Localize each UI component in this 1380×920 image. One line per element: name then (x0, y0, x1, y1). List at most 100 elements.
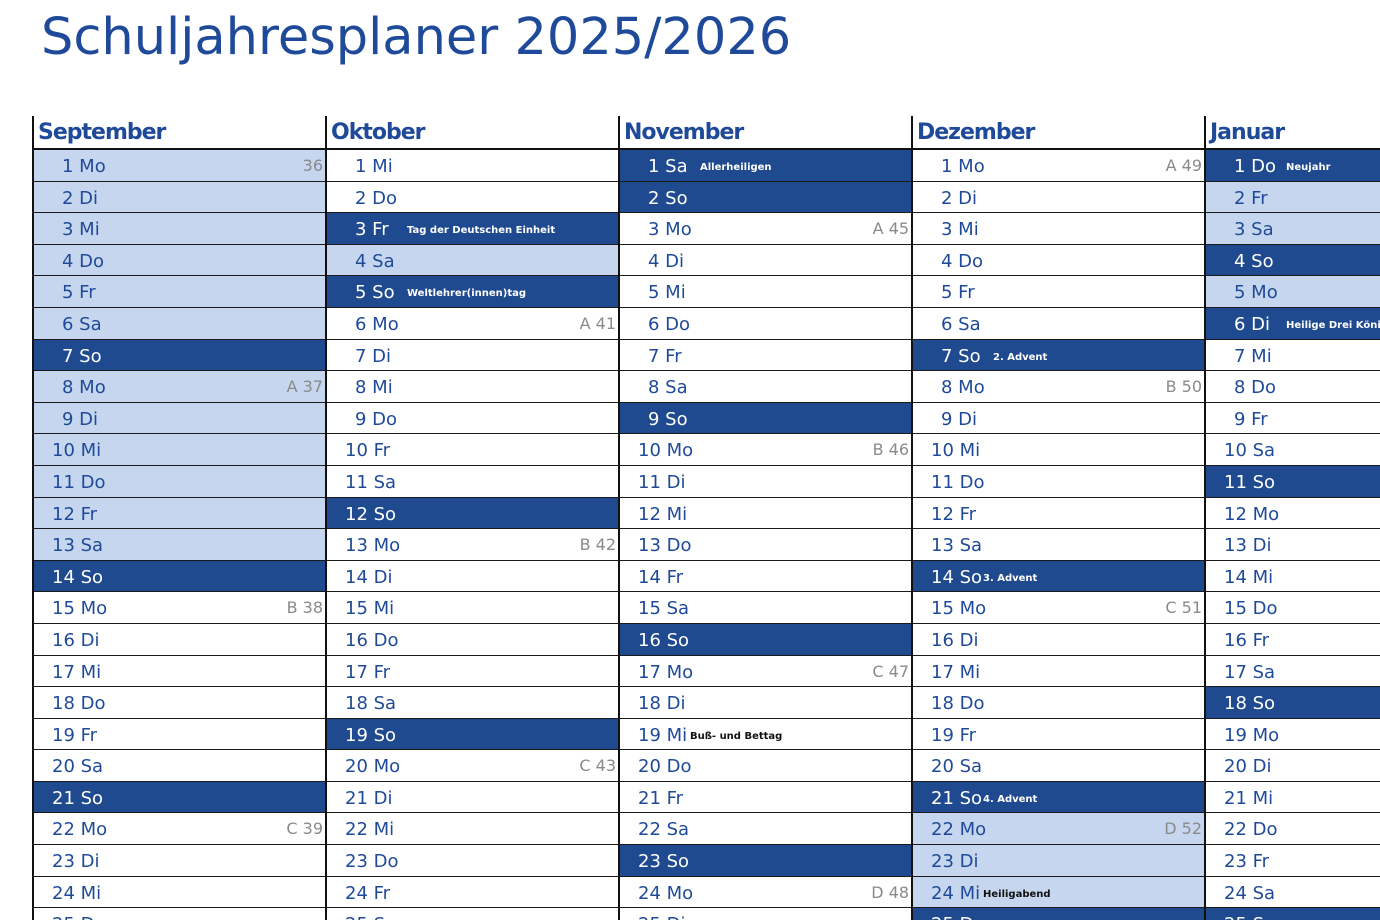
day-row[interactable]: 23 Fr (1206, 845, 1380, 877)
day-row[interactable]: 6 Sa (913, 308, 1204, 340)
day-row[interactable]: 5 So Weltlehrer(innen)tag (327, 276, 618, 308)
day-row[interactable]: 2 Do (327, 182, 618, 214)
day-row[interactable]: 16 So (620, 623, 911, 656)
day-row[interactable]: 14 Fr (620, 561, 911, 593)
day-row[interactable]: 20 Mo C 43 (327, 750, 618, 782)
day-row[interactable]: 20 Do (620, 750, 911, 782)
day-row[interactable]: 6 Sa (34, 307, 325, 340)
day-row[interactable]: 5 Fr (34, 276, 325, 308)
day-row[interactable]: 5 Mi (620, 276, 911, 308)
day-row[interactable]: 6 Di Heilige Drei Könige (1206, 307, 1380, 340)
day-row[interactable]: 22 Mi (327, 813, 618, 846)
day-row[interactable]: 17 Fr (327, 656, 618, 688)
day-row[interactable]: 3 Mi (34, 213, 325, 245)
day-row[interactable]: 9 Di (34, 402, 325, 435)
day-row[interactable]: 10 Mo B 46 (620, 434, 911, 466)
day-row[interactable]: 5 Mo (1206, 276, 1380, 308)
day-row[interactable]: 14 So 3. Advent (913, 560, 1204, 593)
day-row[interactable]: 25 So (1206, 908, 1380, 920)
day-row[interactable]: 21 So 4. Advent (913, 781, 1204, 814)
day-row[interactable]: 23 So (620, 845, 911, 877)
day-row[interactable]: 1 Mi (327, 150, 618, 182)
day-row[interactable]: 12 So (327, 497, 618, 530)
day-row[interactable]: 13 Sa (913, 529, 1204, 561)
day-row[interactable]: 17 Sa (1206, 656, 1380, 688)
day-row[interactable]: 13 Do (620, 529, 911, 561)
day-row[interactable]: 15 Sa (620, 592, 911, 624)
day-row[interactable]: 8 Mo B 50 (913, 371, 1204, 403)
day-row[interactable]: 3 Mi (913, 213, 1204, 245)
day-row[interactable]: 18 Do (34, 687, 325, 719)
day-row[interactable]: 23 Di (913, 845, 1204, 877)
day-row[interactable]: 4 Do (34, 244, 325, 277)
day-row[interactable]: 18 Di (620, 687, 911, 719)
day-row[interactable]: 16 Di (913, 624, 1204, 656)
day-row[interactable]: 1 Mo 36 (34, 150, 325, 182)
day-row[interactable]: 6 Do (620, 308, 911, 340)
day-row[interactable]: 21 Di (327, 782, 618, 814)
day-row[interactable]: 18 Do (913, 687, 1204, 719)
day-row[interactable]: 21 So (34, 781, 325, 814)
day-row[interactable]: 8 Mi (327, 371, 618, 403)
day-row[interactable]: 22 Mo C 39 (34, 813, 325, 846)
day-row[interactable]: 2 So (620, 181, 911, 214)
day-row[interactable]: 1 Sa Allerheiligen (620, 150, 911, 182)
day-row[interactable]: 8 Do (1206, 371, 1380, 403)
day-row[interactable]: 7 Mi (1206, 340, 1380, 372)
day-row[interactable]: 17 Mi (913, 656, 1204, 688)
day-row[interactable]: 25 Do (34, 908, 325, 920)
day-row[interactable]: 5 Fr (913, 276, 1204, 308)
day-row[interactable]: 4 Do (913, 245, 1204, 277)
day-row[interactable]: 3 Mo A 45 (620, 213, 911, 245)
day-row[interactable]: 11 Do (913, 466, 1204, 498)
day-row[interactable]: 19 Fr (913, 719, 1204, 751)
day-row[interactable]: 17 Mo C 47 (620, 656, 911, 688)
day-row[interactable]: 7 Fr (620, 340, 911, 372)
day-row[interactable]: 14 Mi (1206, 561, 1380, 593)
day-row[interactable]: 19 So (327, 718, 618, 751)
day-row[interactable]: 22 Do (1206, 813, 1380, 846)
day-row[interactable]: 16 Fr (1206, 624, 1380, 656)
day-row[interactable]: 3 Sa (1206, 213, 1380, 245)
day-row[interactable]: 24 Fr (327, 877, 618, 909)
day-row[interactable]: 12 Fr (913, 498, 1204, 530)
day-row[interactable]: 13 Sa (34, 529, 325, 561)
day-row[interactable]: 4 Sa (327, 244, 618, 277)
day-row[interactable]: 24 Mi (34, 877, 325, 909)
day-row[interactable]: 20 Sa (34, 750, 325, 782)
day-row[interactable]: 13 Mo B 42 (327, 529, 618, 561)
day-row[interactable]: 1 Mo A 49 (913, 150, 1204, 182)
day-row[interactable]: 25 Di (620, 908, 911, 920)
day-row[interactable]: 8 Mo A 37 (34, 371, 325, 403)
day-row[interactable]: 12 Mo (1206, 498, 1380, 530)
day-row[interactable]: 19 Mo (1206, 719, 1380, 751)
day-row[interactable]: 10 Sa (1206, 434, 1380, 466)
day-row[interactable]: 3 Fr Tag der Deutschen Einheit (327, 213, 618, 245)
day-row[interactable]: 4 So (1206, 244, 1380, 277)
day-row[interactable]: 12 Fr (34, 497, 325, 530)
day-row[interactable]: 1 Do Neujahr (1206, 150, 1380, 182)
day-row[interactable]: 23 Di (34, 845, 325, 877)
day-row[interactable]: 9 Di (913, 403, 1204, 435)
day-row[interactable]: 11 So (1206, 465, 1380, 498)
day-row[interactable]: 19 Mi Buß- und Bettag (620, 719, 911, 751)
day-row[interactable]: 22 Sa (620, 813, 911, 846)
day-row[interactable]: 17 Mi (34, 656, 325, 688)
day-row[interactable]: 23 Do (327, 845, 618, 877)
day-row[interactable]: 10 Fr (327, 434, 618, 466)
day-row[interactable]: 15 Mi (327, 592, 618, 624)
day-row[interactable]: 24 Sa (1206, 877, 1380, 909)
day-row[interactable]: 21 Mi (1206, 782, 1380, 814)
day-row[interactable]: 7 So 2. Advent (913, 339, 1204, 372)
day-row[interactable]: 2 Di (913, 182, 1204, 214)
day-row[interactable]: 18 So (1206, 687, 1380, 719)
day-row[interactable]: 2 Di (34, 181, 325, 214)
day-row[interactable]: 10 Mi (34, 434, 325, 466)
day-row[interactable]: 25 Do (913, 908, 1204, 920)
day-row[interactable]: 24 Mi Heiligabend (913, 876, 1204, 909)
day-row[interactable]: 11 Di (620, 466, 911, 498)
day-row[interactable]: 20 Sa (913, 750, 1204, 782)
day-row[interactable]: 2 Fr (1206, 181, 1380, 214)
day-row[interactable]: 14 Di (327, 561, 618, 593)
day-row[interactable]: 16 Di (34, 624, 325, 656)
